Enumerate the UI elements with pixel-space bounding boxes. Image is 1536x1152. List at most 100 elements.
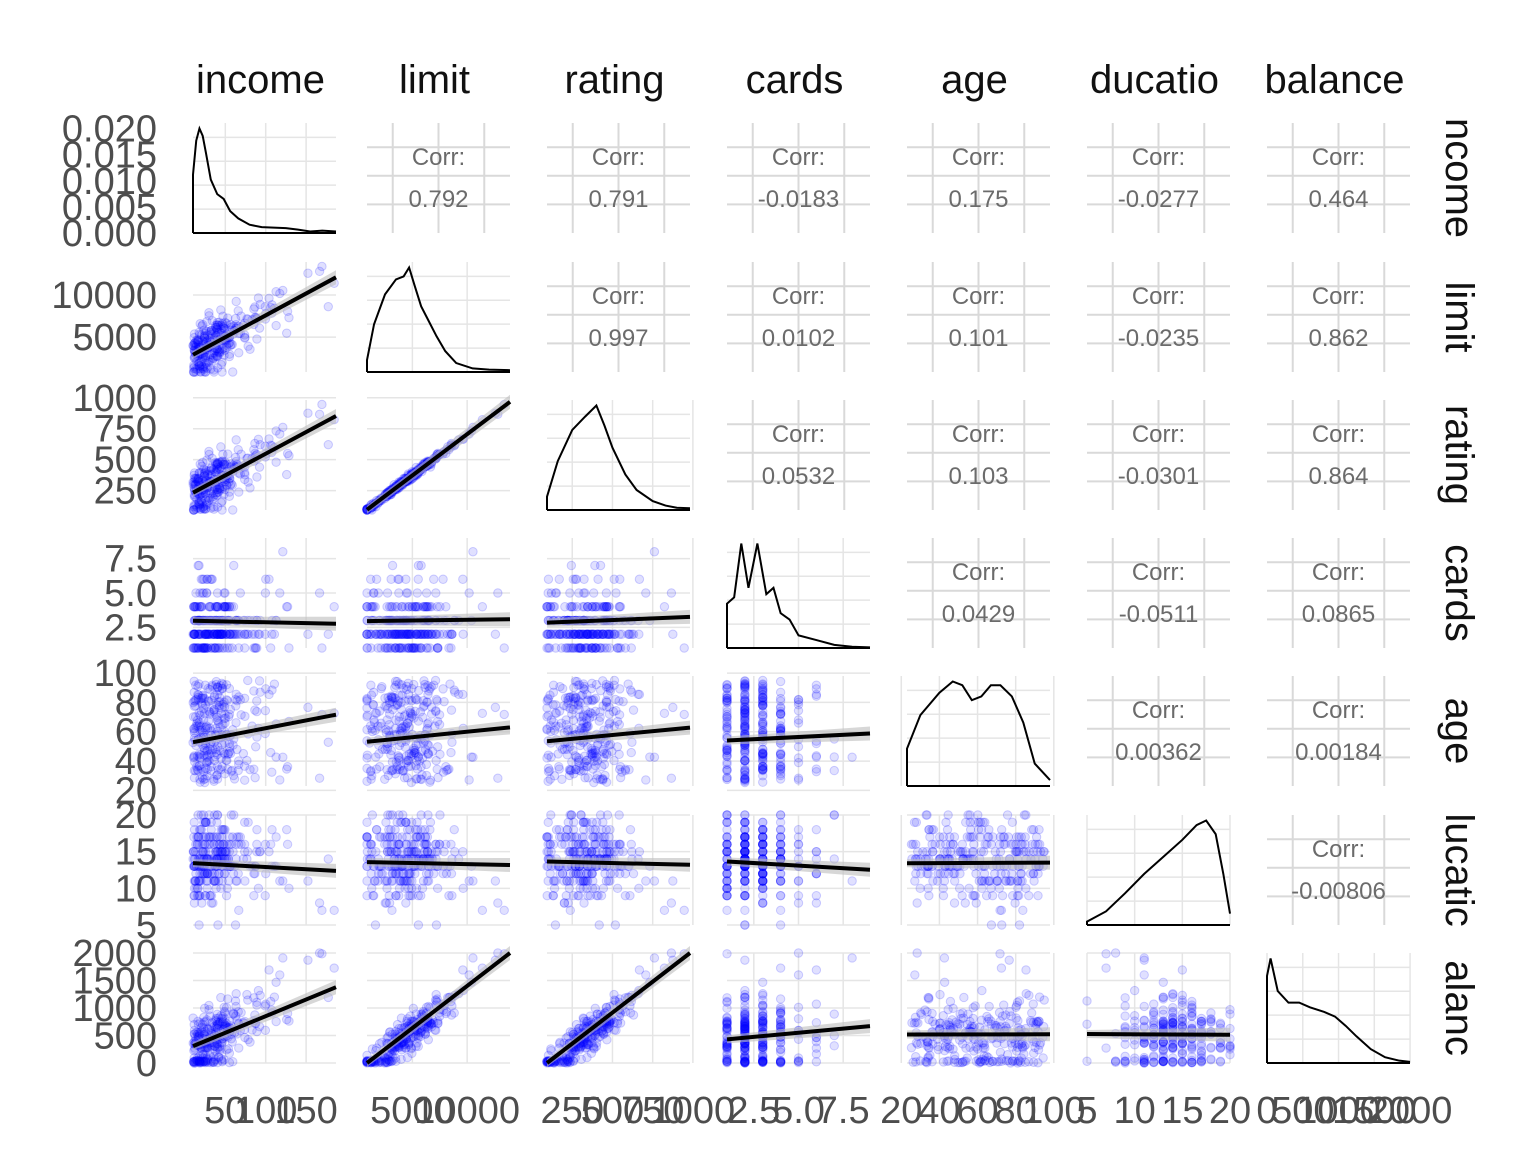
scatter-point — [200, 367, 211, 377]
scatter-point — [490, 702, 501, 713]
scatter-point — [195, 361, 205, 371]
scatter-point — [365, 574, 376, 584]
scatter-point — [775, 749, 786, 760]
scatter-point — [811, 680, 822, 690]
scatter-point — [943, 810, 953, 820]
scatter-point — [477, 602, 488, 612]
scatter-point — [218, 629, 228, 639]
scatter-point — [223, 449, 233, 459]
scatter-point — [214, 347, 225, 357]
corr-prefix: Corr: — [952, 421, 1005, 448]
scatter-point — [924, 824, 934, 835]
scatter-point — [281, 328, 292, 338]
scatter-point — [252, 334, 262, 344]
scatter-point — [641, 588, 651, 598]
scatter-point — [590, 839, 600, 850]
scatter-point — [380, 876, 390, 886]
scatter-point — [275, 288, 285, 299]
scatter-point — [209, 876, 219, 886]
scatter-point — [205, 355, 215, 365]
scatter-point — [610, 920, 621, 930]
scatter-point — [200, 367, 211, 377]
scatter-point — [217, 643, 228, 653]
scatter-point — [199, 325, 209, 335]
scatter-point — [997, 920, 1007, 930]
scatter-point — [271, 286, 281, 297]
scatter-point — [205, 327, 216, 338]
scatter-point — [398, 683, 409, 693]
scatter-point — [587, 678, 597, 688]
scatter-point — [722, 868, 732, 879]
scatter-point — [202, 455, 212, 465]
corr-value: 0.101 — [948, 325, 1008, 352]
scatter-point — [963, 810, 973, 820]
scatter-point — [189, 338, 200, 348]
scatter-point — [628, 705, 639, 715]
corr-prefix: Corr: — [1312, 144, 1365, 171]
scatter-point — [1014, 832, 1024, 842]
scatter-point — [220, 317, 230, 328]
scatter-point — [374, 706, 385, 716]
scatter-point — [587, 868, 598, 879]
scatter-point — [979, 868, 990, 879]
scatter-point — [499, 905, 509, 916]
scatter-point — [189, 752, 199, 762]
scatter-point — [576, 810, 586, 820]
scatter-point — [200, 362, 211, 373]
scatter-point — [444, 890, 454, 901]
scatter-point — [421, 588, 432, 598]
scatter-point — [271, 457, 281, 467]
scatter-point — [370, 920, 381, 930]
scatter-point — [314, 898, 325, 908]
scatter-point — [217, 876, 227, 886]
scatter-point — [278, 285, 288, 296]
scatter-point — [565, 905, 576, 916]
scatter-point — [255, 299, 265, 310]
scatter-point — [939, 876, 950, 886]
scatter-point — [382, 588, 393, 598]
scatter-point — [1018, 905, 1028, 916]
scatter-point — [793, 757, 804, 768]
scatter-point — [194, 327, 204, 338]
scatter-point — [191, 629, 201, 639]
corr-panel-grid — [727, 262, 870, 372]
scatter-point — [543, 710, 553, 720]
scatter-point — [579, 574, 589, 584]
scatter-point — [222, 480, 232, 491]
scatter-point — [367, 724, 377, 734]
scatter-point — [233, 306, 243, 316]
scatter-point — [811, 898, 822, 908]
scatter-point — [209, 348, 219, 358]
scatter-point — [928, 876, 938, 886]
scatter-point — [210, 457, 221, 468]
scatter-point — [252, 472, 262, 482]
scatter-point — [468, 752, 478, 762]
scatter-point — [231, 435, 241, 445]
scatter-point — [641, 876, 651, 886]
scatter-point — [234, 905, 244, 916]
scatter-point — [199, 331, 210, 342]
scatter-point — [740, 817, 750, 828]
scatter-point — [595, 685, 606, 696]
scatter-point — [193, 336, 203, 347]
scatter-point — [188, 363, 199, 373]
corr-prefix: Corr: — [772, 421, 825, 448]
scatter-point — [618, 696, 628, 707]
scatter-point — [284, 1016, 294, 1026]
scatter-point — [212, 770, 222, 781]
scatter-point — [626, 643, 636, 653]
scatter-point — [210, 489, 221, 500]
scatter-point — [593, 574, 603, 584]
scatter-point — [194, 560, 204, 571]
scatter-point — [282, 602, 293, 612]
scatter-point — [194, 360, 204, 371]
scatter-point — [404, 846, 414, 857]
scatter-point — [405, 876, 415, 886]
scatter-point — [189, 500, 199, 510]
scatter-point — [204, 832, 214, 842]
scatter-point — [250, 772, 260, 783]
scatter-point — [217, 505, 227, 515]
corr-value: -0.0511 — [1119, 601, 1199, 628]
scatter-point — [722, 832, 732, 842]
